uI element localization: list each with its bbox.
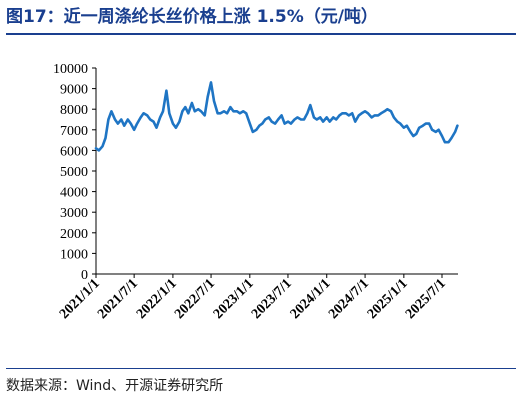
y-tick-label: 6000 [60,144,88,159]
x-tick-label: 2022/7/1 [172,276,218,322]
source-note: 数据来源：Wind、开源证券研究所 [6,375,223,397]
y-tick-label: 2000 [60,227,88,242]
y-tick-label: 9000 [60,83,88,98]
title-divider [6,33,516,35]
x-tick-label: 2024/1/1 [288,276,334,322]
y-tick-label: 3000 [60,206,88,221]
x-tick-label: 2024/7/1 [326,276,372,322]
x-axis: 2021/1/12021/7/12022/1/12022/7/12023/1/1… [57,273,458,322]
price-series-line [94,81,459,152]
y-axis: 0 1000 2000 3000 4000 5000 6000 7000 8000 9000 100… [53,62,97,283]
x-tick-label: 2023/7/1 [249,276,295,322]
chart-title: 图17：近一周涤纶长丝价格上涨 1.5%（元/吨） [6,7,378,27]
y-tick-label: 8000 [60,103,88,118]
source-divider [6,368,516,369]
x-tick-label: 2021/7/1 [95,276,141,322]
chart-svg: 0 1000 2000 3000 4000 5000 6000 7000 8000 9000 100… [53,62,459,322]
y-tick-label: 7000 [60,124,88,139]
x-tick-label: 2025/7/1 [403,276,449,322]
x-tick-label: 2021/1/1 [57,276,103,322]
x-tick-label: 2023/1/1 [211,276,257,322]
x-tick-label: 2025/1/1 [365,276,411,322]
source-text: Wind、开源证券研究所 [76,378,224,394]
y-tick-label: 10000 [53,62,88,77]
y-tick-label: 1000 [60,247,88,262]
y-tick-label: 4000 [60,186,88,201]
y-tick-label: 0 [81,268,88,283]
x-tick-label: 2022/1/1 [134,276,180,322]
plot-area [94,81,459,152]
y-tick-label: 5000 [60,165,88,180]
source-label: 数据来源： [6,378,76,394]
chart: 0 1000 2000 3000 4000 5000 6000 7000 8000 9000 100… [0,36,522,370]
